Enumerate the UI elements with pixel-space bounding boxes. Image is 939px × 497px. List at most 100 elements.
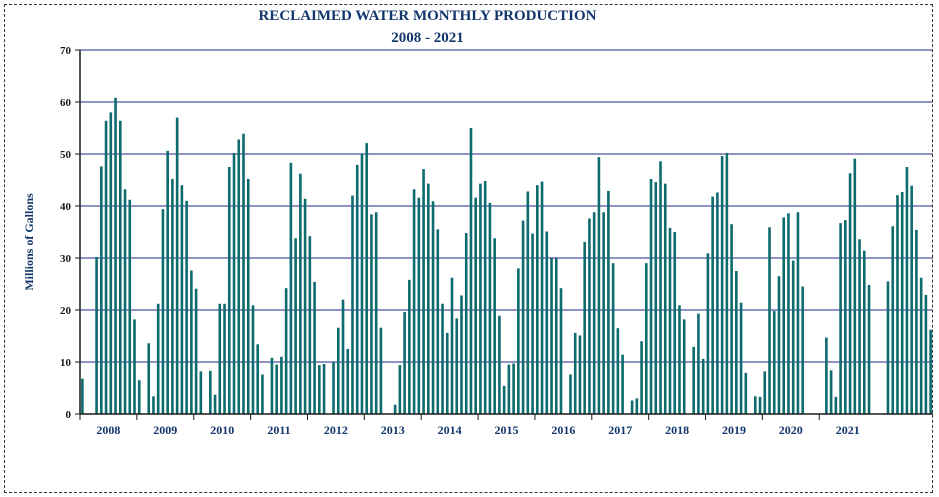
bar [924, 294, 928, 414]
bar [81, 378, 84, 414]
bar [829, 370, 833, 414]
bar [607, 190, 610, 414]
bar [194, 288, 198, 414]
bar [739, 302, 743, 414]
bar [133, 319, 136, 414]
bar [867, 285, 871, 414]
bar [507, 364, 511, 414]
bar [545, 231, 549, 414]
bar [104, 120, 108, 414]
y-tick-label: 20 [60, 305, 72, 317]
bar [232, 152, 236, 414]
bar [322, 364, 326, 414]
bar [336, 327, 340, 414]
y-tick-label: 60 [60, 97, 72, 109]
bar [635, 398, 639, 414]
bar [294, 238, 297, 414]
bar [862, 250, 866, 414]
x-tick-label: 2008 [96, 423, 120, 437]
bar [427, 183, 430, 414]
bar [844, 220, 847, 414]
bar [379, 327, 383, 414]
bar [190, 270, 193, 414]
chart-title: RECLAIMED WATER MONTHLY PRODUCTION [258, 8, 597, 24]
bar [682, 319, 686, 414]
bar [578, 335, 582, 414]
bar [929, 329, 932, 414]
bar [332, 362, 335, 414]
bar [758, 396, 762, 414]
bar [431, 201, 435, 414]
bar [602, 212, 605, 414]
bar [782, 217, 786, 414]
bar [919, 277, 923, 414]
bar [199, 371, 203, 414]
bar [242, 133, 245, 414]
bar [848, 173, 852, 414]
bar [223, 303, 226, 414]
bar [891, 226, 895, 414]
bar [218, 303, 222, 414]
x-tick-label: 2019 [722, 423, 746, 437]
bar [853, 158, 857, 414]
bar [915, 229, 918, 414]
bar [654, 182, 658, 414]
bar [185, 200, 188, 414]
y-tick-label: 30 [60, 253, 72, 265]
bar [521, 220, 525, 414]
bar [109, 112, 113, 415]
bar [697, 313, 700, 414]
bars [81, 97, 932, 415]
bar [554, 258, 558, 414]
bar [464, 233, 468, 414]
bar [772, 311, 776, 414]
x-tick-label: 2012 [324, 423, 348, 437]
bar [460, 295, 463, 414]
bar [445, 332, 449, 414]
bar [640, 341, 643, 414]
bar [251, 305, 255, 414]
y-tick-label: 50 [60, 149, 72, 161]
bar [540, 181, 544, 414]
bar [114, 97, 117, 414]
bar [801, 286, 804, 414]
bar [573, 332, 577, 414]
axes [75, 49, 933, 420]
bar [796, 212, 800, 414]
bar [498, 315, 501, 414]
bar [365, 143, 369, 414]
bar [175, 117, 179, 414]
y-tick-label: 40 [60, 201, 72, 213]
bar [370, 214, 373, 414]
bar [559, 288, 563, 414]
x-tick-label: 2017 [608, 423, 632, 437]
bar [753, 396, 757, 414]
bar [351, 195, 354, 414]
bar [777, 276, 781, 414]
bar [649, 178, 653, 414]
bar [303, 198, 307, 414]
y-tick-labels: 0 10 20 30 40 50 60 70 [60, 45, 72, 421]
bar [209, 370, 212, 414]
bar [171, 178, 174, 414]
bar [261, 374, 264, 414]
bar [280, 356, 283, 414]
y-tick-label: 70 [60, 45, 72, 57]
bar [825, 337, 828, 414]
bar [450, 277, 454, 414]
chart-frame [4, 4, 933, 493]
bar [237, 139, 241, 414]
x-tick-label: 2011 [267, 423, 290, 437]
bar [725, 152, 729, 414]
bar [763, 371, 767, 414]
chart-subtitle: 2008 - 2021 [391, 30, 464, 46]
bar [95, 256, 98, 414]
x-tick-label: 2020 [779, 423, 803, 437]
bar [256, 344, 260, 414]
bar [403, 312, 406, 414]
bar [858, 239, 861, 414]
bar [474, 197, 477, 414]
bar [308, 236, 312, 414]
gridlines [80, 49, 933, 363]
x-tick-label: 2010 [210, 423, 234, 437]
